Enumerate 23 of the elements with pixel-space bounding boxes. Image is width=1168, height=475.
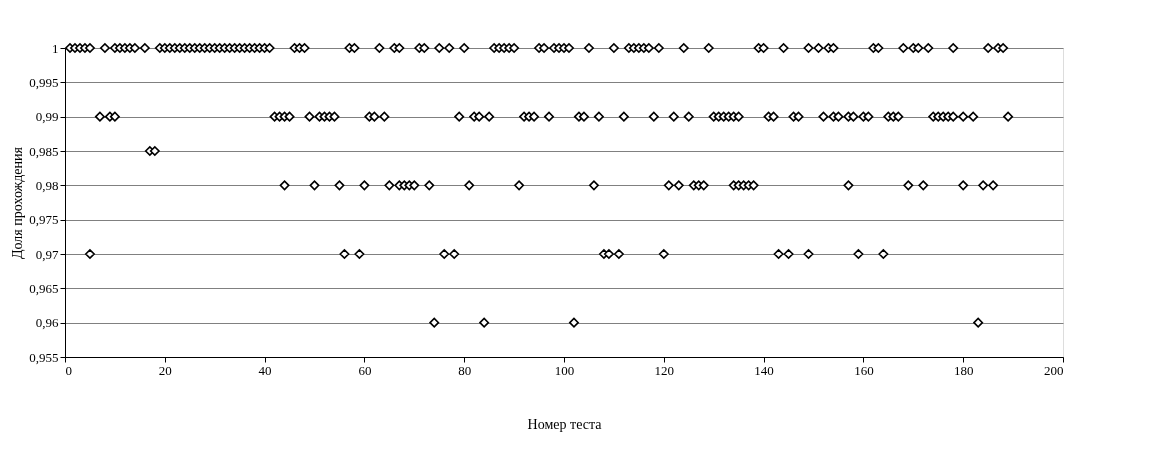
y-tick-label: 1: [52, 40, 59, 56]
x-axis-title: Номер теста: [527, 416, 603, 432]
x-tick-label: 140: [754, 362, 774, 378]
x-tick-label: 100: [554, 362, 575, 378]
x-tick-label: 120: [654, 362, 675, 378]
x-tick-label: 60: [358, 362, 372, 378]
x-tick-label: 20: [158, 362, 172, 378]
x-tick-label: 40: [258, 362, 272, 378]
y-tick-label: 0,985: [29, 143, 59, 159]
y-tick-label: 0,96: [35, 315, 59, 331]
x-tick-label: 180: [953, 362, 974, 378]
y-axis-title: Доля прохождения: [10, 146, 26, 259]
x-tick-label: 200: [1044, 362, 1064, 378]
y-tick-label: 0,99: [35, 109, 59, 125]
y-tick-label: 0,995: [29, 74, 59, 90]
y-tick-label: 0,98: [35, 177, 59, 193]
x-tick-label: 0: [65, 362, 72, 378]
y-tick-label: 0,965: [29, 280, 59, 296]
x-tick-label: 80: [458, 362, 472, 378]
y-tick-label: 0,975: [29, 212, 59, 228]
x-tick-label: 160: [854, 362, 874, 378]
y-tick-label: 0,955: [29, 349, 59, 365]
y-tick-label: 0,97: [35, 246, 59, 262]
